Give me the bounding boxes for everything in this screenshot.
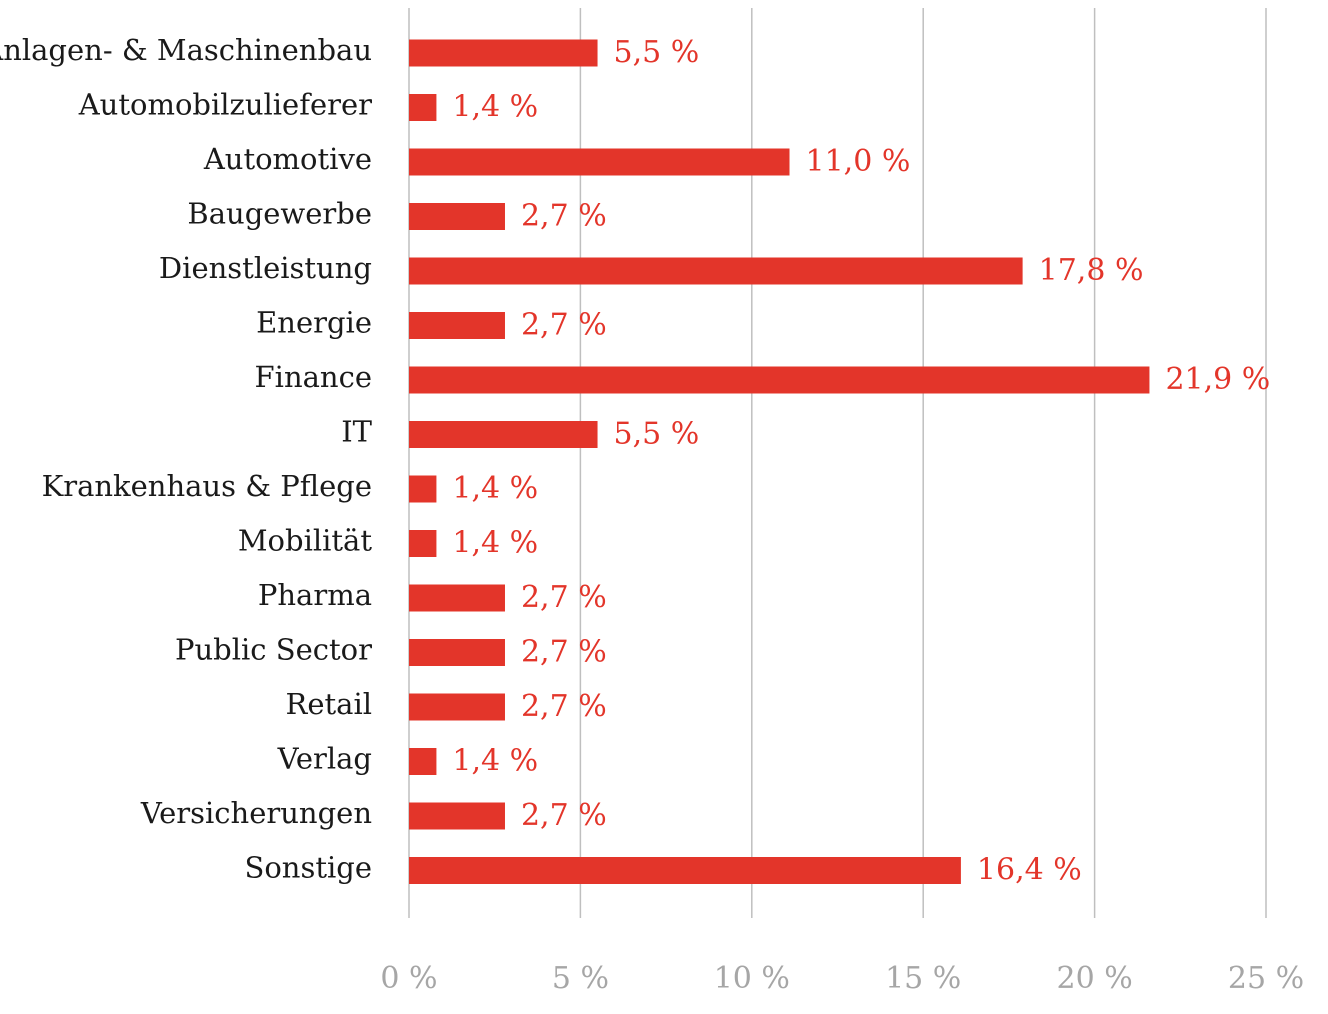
category-label: Dienstleistung <box>159 251 372 285</box>
category-label: Verlag <box>277 742 372 776</box>
value-label: 1,4 % <box>452 744 538 779</box>
value-label: 5,5 % <box>614 417 700 452</box>
bar <box>409 802 505 830</box>
value-label: 16,4 % <box>977 853 1082 888</box>
value-label: 17,8 % <box>1039 253 1144 288</box>
bar <box>409 39 598 67</box>
value-label: 2,7 % <box>521 308 607 343</box>
x-tick-label: 20 % <box>1056 961 1132 996</box>
x-tick-label: 5 % <box>552 961 609 996</box>
value-label: 1,4 % <box>452 526 538 561</box>
value-label: 2,7 % <box>521 199 607 234</box>
bar <box>409 693 505 721</box>
category-label: Pharma <box>258 578 372 612</box>
bar <box>409 94 437 121</box>
category-label: Baugewerbe <box>187 197 372 231</box>
bar <box>409 366 1150 394</box>
value-label: 2,7 % <box>521 798 607 833</box>
value-label: 11,0 % <box>806 144 911 179</box>
value-label: 1,4 % <box>452 90 538 125</box>
bar <box>409 312 505 339</box>
value-labels: 5,5 % 1,4 % 11,0 % 2,7 % 17,8 % 2,7 % 21,9 % 5,… <box>452 35 1270 888</box>
category-label: Public Sector <box>175 633 372 667</box>
category-label: Anlagen- & Maschinenbau <box>0 33 372 67</box>
category-label: Versicherungen <box>140 796 372 830</box>
value-label: 2,7 % <box>521 580 607 615</box>
bar <box>409 584 505 612</box>
x-tick-label: 15 % <box>885 961 961 996</box>
value-label: 1,4 % <box>452 471 538 506</box>
bar <box>409 148 790 176</box>
category-label: Retail <box>286 687 373 721</box>
x-tick-label: 0 % <box>380 961 437 996</box>
value-label: 5,5 % <box>614 35 700 70</box>
bar <box>409 748 437 775</box>
bar <box>409 857 961 884</box>
bar <box>409 475 437 503</box>
x-axis-tick-labels: 0 % 5 % 10 % 15 % 20 % 25 % <box>380 961 1304 996</box>
x-tick-label: 10 % <box>714 961 790 996</box>
x-tick-label: 25 % <box>1228 961 1304 996</box>
bar <box>409 421 598 448</box>
category-label: Finance <box>255 360 372 394</box>
bar <box>409 257 1023 285</box>
bar <box>409 639 505 666</box>
category-label: IT <box>341 415 372 449</box>
value-label: 21,9 % <box>1165 362 1270 397</box>
value-label: 2,7 % <box>521 689 607 724</box>
bar <box>409 203 505 230</box>
category-labels: Anlagen- & Maschinenbau Automobilzuliefer… <box>0 33 373 885</box>
bar <box>409 530 437 557</box>
bars <box>409 39 1150 884</box>
category-label: Energie <box>256 306 372 340</box>
category-label: Sonstige <box>244 851 372 885</box>
category-label: Krankenhaus & Pflege <box>42 469 372 503</box>
category-label: Mobilität <box>238 524 372 558</box>
category-label: Automobilzulieferer <box>78 88 372 122</box>
category-label: Automotive <box>203 142 372 176</box>
value-label: 2,7 % <box>521 635 607 670</box>
